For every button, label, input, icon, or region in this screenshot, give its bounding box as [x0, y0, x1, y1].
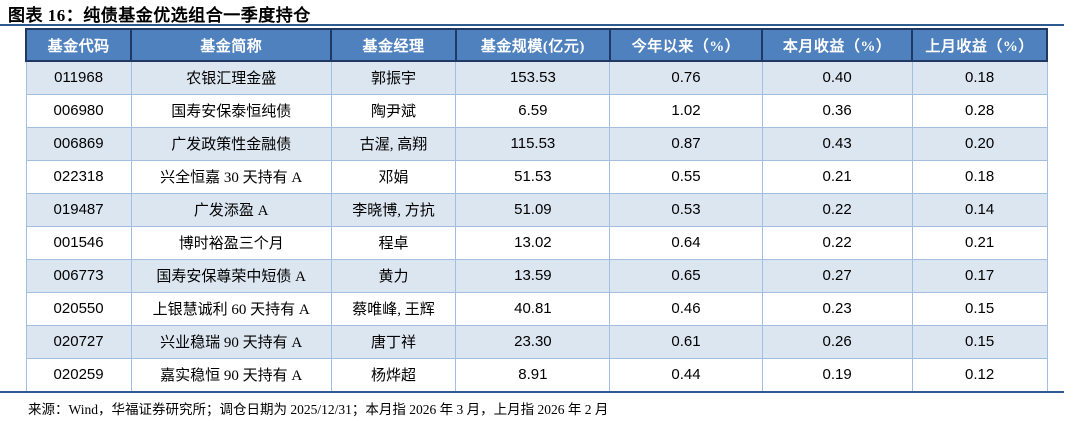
cell-fund-manager: 古渥, 高翔 — [330, 126, 457, 161]
cell-fund-code: 001546 — [25, 225, 132, 260]
table-row: 006773 国寿安保尊荣中短债 A 黄力 13.59 0.65 0.27 0.17 — [25, 258, 1048, 293]
cell-fund-manager: 郭振宇 — [330, 60, 457, 95]
cell-month-return: 0.19 — [761, 357, 913, 392]
cell-fund-manager: 李晓博, 方抗 — [330, 192, 457, 227]
cell-fund-manager: 邓娟 — [330, 159, 457, 194]
cell-month-return: 0.23 — [761, 291, 913, 326]
cell-ytd-return: 0.46 — [609, 291, 763, 326]
cell-month-return: 0.40 — [761, 60, 913, 95]
table-row: 020550 上银慧诚利 60 天持有 A 蔡唯峰, 王辉 40.81 0.46 0.23… — [25, 291, 1048, 326]
cell-fund-code: 011968 — [25, 60, 132, 95]
cell-fund-name: 广发添盈 A — [130, 192, 332, 227]
cell-fund-code: 006980 — [25, 93, 132, 128]
cell-fund-name: 兴全恒嘉 30 天持有 A — [130, 159, 332, 194]
cell-last-month-return: 0.15 — [911, 291, 1048, 326]
table-row: 020727 兴业稳瑞 90 天持有 A 唐丁祥 23.30 0.61 0.26 0.15 — [25, 324, 1048, 359]
cell-ytd-return: 0.55 — [609, 159, 763, 194]
cell-last-month-return: 0.17 — [911, 258, 1048, 293]
cell-last-month-return: 0.15 — [911, 324, 1048, 359]
table-row: 020259 嘉实稳恒 90 天持有 A 杨烨超 8.91 0.44 0.19 0.12 — [25, 357, 1048, 392]
table-header: 基金代码 基金简称 基金经理 基金规模(亿元) 今年以来（%） 本月收益（%） 上月收益（%… — [24, 28, 1048, 62]
cell-ytd-return: 0.76 — [609, 60, 763, 95]
cell-ytd-return: 0.87 — [609, 126, 763, 161]
cell-last-month-return: 0.18 — [911, 60, 1048, 95]
cell-ytd-return: 0.44 — [609, 357, 763, 392]
column-header-last-month-return: 上月收益（%） — [911, 28, 1048, 62]
cell-month-return: 0.27 — [761, 258, 913, 293]
cell-fund-code: 006773 — [25, 258, 132, 293]
cell-ytd-return: 0.65 — [609, 258, 763, 293]
cell-fund-code: 020727 — [25, 324, 132, 359]
cell-fund-manager: 程卓 — [330, 225, 457, 260]
cell-fund-code: 022318 — [25, 159, 132, 194]
cell-fund-scale: 23.30 — [455, 324, 611, 359]
cell-fund-scale: 13.02 — [455, 225, 611, 260]
table-body: 011968 农银汇理金盛 郭振宇 153.53 0.76 0.40 0.18 006980 国… — [25, 60, 1048, 392]
cell-last-month-return: 0.28 — [911, 93, 1048, 128]
cell-fund-scale: 6.59 — [455, 93, 611, 128]
cell-fund-scale: 13.59 — [455, 258, 611, 293]
cell-fund-manager: 唐丁祥 — [330, 324, 457, 359]
column-header-fund-name: 基金简称 — [130, 28, 333, 62]
cell-month-return: 0.22 — [761, 225, 913, 260]
cell-fund-code: 020259 — [25, 357, 132, 392]
cell-month-return: 0.26 — [761, 324, 913, 359]
cell-last-month-return: 0.14 — [911, 192, 1048, 227]
cell-fund-scale: 8.91 — [455, 357, 611, 392]
column-header-ytd-return: 今年以来（%） — [608, 28, 764, 62]
table-header-row: 基金代码 基金简称 基金经理 基金规模(亿元) 今年以来（%） 本月收益（%） 上月收益（%… — [24, 28, 1048, 62]
column-header-fund-scale: 基金规模(亿元) — [454, 28, 611, 62]
fund-holdings-table: 基金代码 基金简称 基金经理 基金规模(亿元) 今年以来（%） 本月收益（%） 上月收益（%… — [24, 28, 1048, 392]
column-header-month-return: 本月收益（%） — [761, 28, 914, 62]
cell-fund-scale: 51.53 — [455, 159, 611, 194]
cell-ytd-return: 0.64 — [609, 225, 763, 260]
cell-month-return: 0.36 — [761, 93, 913, 128]
table-row: 001546 博时裕盈三个月 程卓 13.02 0.64 0.22 0.21 — [25, 225, 1048, 260]
cell-month-return: 0.43 — [761, 126, 913, 161]
cell-last-month-return: 0.18 — [911, 159, 1048, 194]
cell-fund-manager: 黄力 — [330, 258, 457, 293]
cell-fund-code: 006869 — [25, 126, 132, 161]
cell-fund-manager: 蔡唯峰, 王辉 — [330, 291, 457, 326]
column-header-fund-code: 基金代码 — [24, 28, 133, 62]
cell-ytd-return: 0.53 — [609, 192, 763, 227]
title-divider-rule — [0, 24, 1064, 26]
cell-month-return: 0.21 — [761, 159, 913, 194]
cell-fund-name: 嘉实稳恒 90 天持有 A — [130, 357, 332, 392]
cell-fund-manager: 杨烨超 — [330, 357, 457, 392]
cell-fund-name: 农银汇理金盛 — [130, 60, 332, 95]
source-note: 来源：Wind，华福证券研究所；调仓日期为 2025/12/31；本月指 202… — [28, 402, 609, 417]
cell-fund-name: 广发政策性金融债 — [130, 126, 332, 161]
cell-fund-code: 019487 — [25, 192, 132, 227]
cell-fund-name: 博时裕盈三个月 — [130, 225, 332, 260]
figure-title: 图表 16：纯债基金优选组合一季度持仓 — [8, 6, 311, 25]
cell-month-return: 0.22 — [761, 192, 913, 227]
cell-fund-name: 上银慧诚利 60 天持有 A — [130, 291, 332, 326]
cell-ytd-return: 0.61 — [609, 324, 763, 359]
cell-ytd-return: 1.02 — [609, 93, 763, 128]
cell-fund-name: 国寿安保泰恒纯债 — [130, 93, 332, 128]
cell-last-month-return: 0.21 — [911, 225, 1048, 260]
table-bottom-rule — [0, 391, 1064, 393]
cell-fund-scale: 115.53 — [455, 126, 611, 161]
cell-last-month-return: 0.12 — [911, 357, 1048, 392]
column-header-fund-manager: 基金经理 — [330, 28, 457, 62]
table-row: 022318 兴全恒嘉 30 天持有 A 邓娟 51.53 0.55 0.21 0.18 — [25, 159, 1048, 194]
cell-fund-scale: 153.53 — [455, 60, 611, 95]
cell-fund-manager: 陶尹斌 — [330, 93, 457, 128]
cell-fund-scale: 40.81 — [455, 291, 611, 326]
table-row: 019487 广发添盈 A 李晓博, 方抗 51.09 0.53 0.22 0.14 — [25, 192, 1048, 227]
cell-fund-code: 020550 — [25, 291, 132, 326]
cell-fund-scale: 51.09 — [455, 192, 611, 227]
table-row: 011968 农银汇理金盛 郭振宇 153.53 0.76 0.40 0.18 — [25, 60, 1048, 95]
table-row: 006980 国寿安保泰恒纯债 陶尹斌 6.59 1.02 0.36 0.28 — [25, 93, 1048, 128]
cell-last-month-return: 0.20 — [911, 126, 1048, 161]
table-row: 006869 广发政策性金融债 古渥, 高翔 115.53 0.87 0.43 0.20 — [25, 126, 1048, 161]
cell-fund-name: 兴业稳瑞 90 天持有 A — [130, 324, 332, 359]
cell-fund-name: 国寿安保尊荣中短债 A — [130, 258, 332, 293]
